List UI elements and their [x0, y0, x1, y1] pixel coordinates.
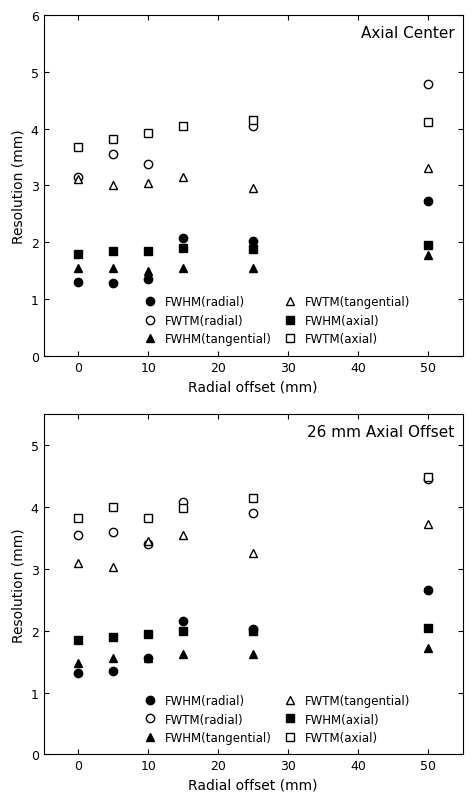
Text: Axial Center: Axial Center: [361, 26, 455, 41]
Legend: FWHM(radial), FWTM(radial), FWHM(tangential), FWTM(tangential), FWHM(axial), FWT: FWHM(radial), FWTM(radial), FWHM(tangent…: [133, 690, 415, 748]
X-axis label: Radial offset (mm): Radial offset (mm): [189, 778, 318, 792]
Legend: FWHM(radial), FWTM(radial), FWHM(tangential), FWTM(tangential), FWHM(axial), FWT: FWHM(radial), FWTM(radial), FWHM(tangent…: [133, 291, 415, 350]
Text: 26 mm Axial Offset: 26 mm Axial Offset: [307, 425, 455, 439]
Y-axis label: Resolution (mm): Resolution (mm): [11, 528, 25, 642]
X-axis label: Radial offset (mm): Radial offset (mm): [189, 380, 318, 393]
Y-axis label: Resolution (mm): Resolution (mm): [11, 129, 25, 243]
